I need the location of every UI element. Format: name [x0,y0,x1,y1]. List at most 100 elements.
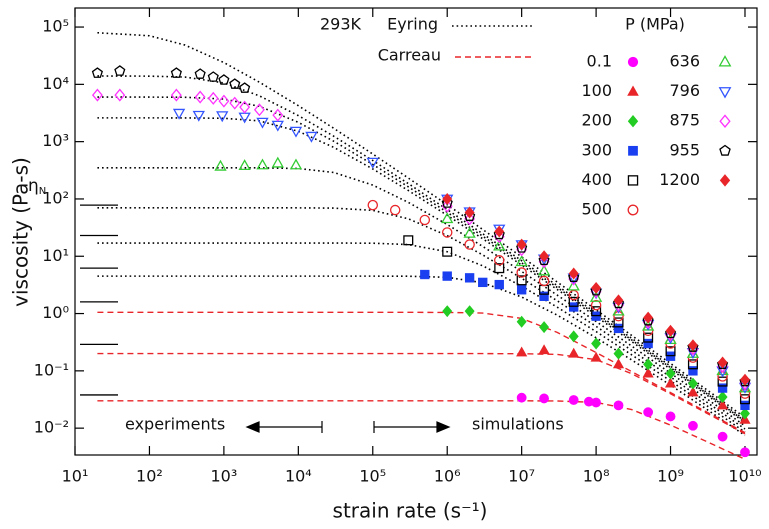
data-point [419,214,431,226]
legend-marker [627,56,639,68]
data-point [568,296,579,307]
data-point [515,255,528,267]
data-point [289,158,303,170]
data-point [464,210,476,221]
y-axis-label: viscosity (Pa-s) [9,157,33,307]
data-point [493,239,506,251]
data-point [591,337,602,350]
data-point [717,431,728,442]
legend-marker [627,114,639,128]
data-point [642,315,654,329]
data-point [238,159,251,171]
data-point [613,298,624,312]
x-tick-label: 10⁶ [434,467,461,486]
data-point [568,395,579,405]
data-point [192,110,205,122]
data-point [441,227,453,238]
legend-label: Carreau [378,46,441,65]
legend-label: 1200 [659,170,700,189]
x-tick-label: 10⁷ [508,467,535,486]
simulations-arrow [373,421,451,433]
legend-marker [628,145,638,156]
data-point [643,358,654,371]
data-point [516,267,527,278]
legend-marker [719,114,731,128]
data-point [114,88,126,102]
data-point [591,281,602,294]
data-point [568,347,580,358]
newtonian-label: ηN [28,176,46,197]
data-point [717,356,728,369]
data-point [539,291,549,301]
data-point [172,108,186,120]
data-point [493,230,505,244]
x-tick-label: 10⁴ [285,467,312,486]
data-point [214,159,227,171]
data-point [568,330,579,343]
data-point [613,323,624,334]
y-tick-label: 10⁻¹ [34,360,69,379]
data-point [478,277,488,288]
data-point [420,269,430,280]
fit-curve [97,352,746,435]
x-axis-label: strain rate (s⁻¹) [333,499,488,523]
data-point [716,364,729,376]
data-point [493,255,505,266]
data-point [612,358,625,369]
data-point [687,339,698,352]
data-point [207,71,219,82]
y-tick-label: 10² [42,188,69,207]
data-point [567,279,580,291]
data-point [239,100,251,114]
data-point [568,272,580,286]
x-tick-label: 10⁸ [583,467,610,486]
experiments-label: experiments [125,415,225,434]
x-tick-label: 10³ [210,467,237,486]
data-point [494,279,504,290]
y-tick-label: 10⁵ [42,17,69,36]
fit-curve [97,31,746,419]
legend-marker [719,144,731,156]
data-point [613,294,624,307]
data-point [664,377,677,388]
data-point [442,271,452,281]
data-point [688,366,698,376]
data-point [229,78,241,89]
data-point [91,67,103,78]
data-point [717,390,728,403]
x-tick-label: 10⁹ [657,467,684,486]
legend-label: 875 [669,111,700,130]
data-point [538,275,550,287]
x-tick-label: 10⁵ [359,467,386,486]
fit-curve [97,117,746,424]
data-point [665,328,676,342]
data-point [516,315,527,328]
data-point [464,212,476,226]
data-point [194,90,206,104]
data-point [665,324,676,337]
data-point [441,197,453,208]
legend-label: 636 [669,52,700,71]
data-point [367,199,379,211]
fit-curve [97,275,746,437]
data-point [643,311,654,324]
legend-label: 200 [581,111,612,130]
data-point [238,112,251,124]
y-tick-label: 10¹ [42,246,69,265]
data-point [516,243,528,257]
data-point [539,393,549,404]
y-tick-label: 10⁻² [34,418,69,437]
legend-marker [718,55,732,67]
data-point [170,88,182,102]
data-point [216,111,229,123]
data-point [687,377,698,390]
data-point [538,255,550,269]
x-tick-label: 10¹⁰ [728,467,761,486]
legend-label: 100 [581,81,612,100]
data-point [253,103,265,117]
fit-curve [97,75,746,421]
data-point [494,263,505,274]
data-point [442,246,453,257]
legend-marker [627,204,639,216]
